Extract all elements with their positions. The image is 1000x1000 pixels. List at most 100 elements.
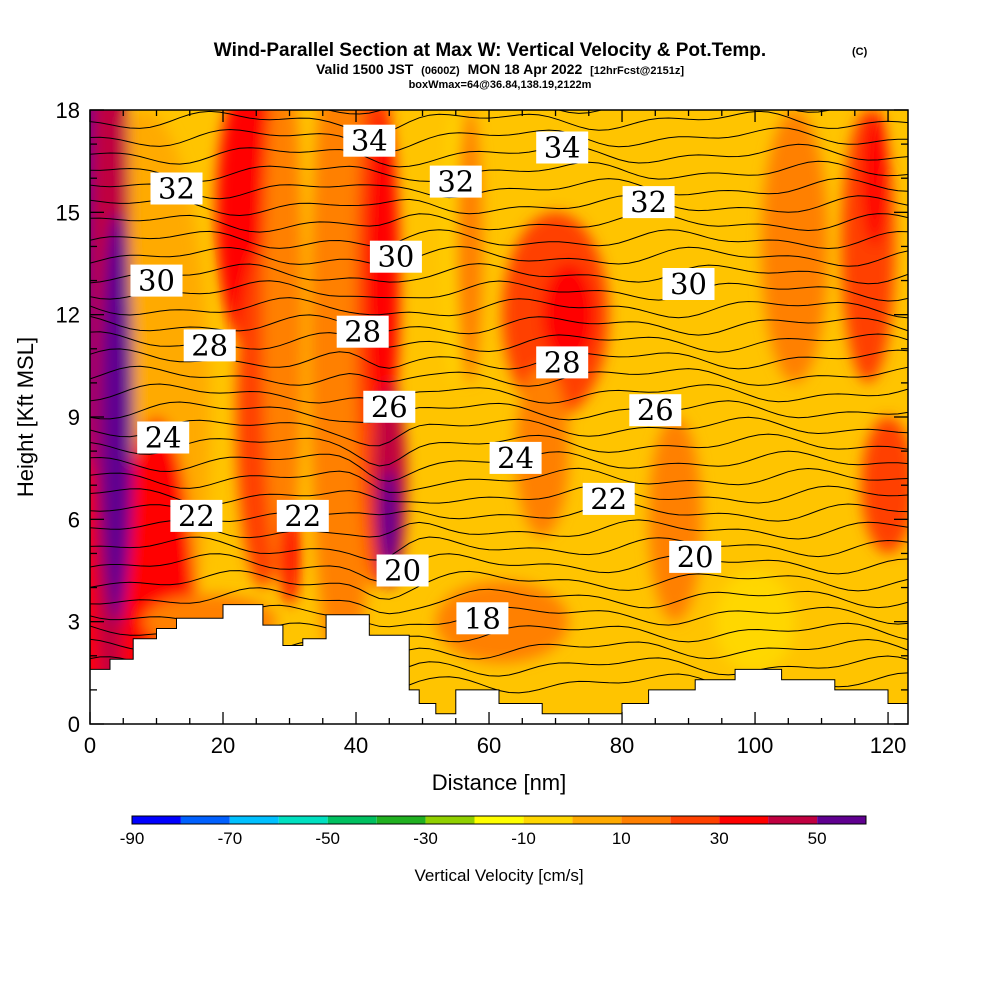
contour-label-box <box>276 499 329 532</box>
velocity-region <box>715 570 795 673</box>
subtitle-fcst: [12hrFcst@2151z] <box>590 65 684 77</box>
contour-label-box <box>137 421 190 454</box>
contour-label-box <box>629 394 682 427</box>
velocity-region <box>515 365 569 537</box>
colorbar-swatch <box>229 816 279 824</box>
isentrope-line <box>90 211 908 233</box>
velocity-region <box>100 212 134 622</box>
x-tick-label: 60 <box>477 733 501 758</box>
contour-label-box <box>536 346 589 379</box>
isentrope-line <box>90 229 908 250</box>
contour-label-box <box>456 602 509 635</box>
contour-label-text: 32 <box>437 165 474 199</box>
contour-label-text: 30 <box>670 267 707 301</box>
velocity-region <box>861 110 888 247</box>
plot-area: 34 34 32 32 32 30 30 30 28 28 28 26 26 24 24 22 22 22 20 20… <box>90 110 908 724</box>
colorbar-swatch <box>572 816 622 824</box>
terrain <box>90 604 908 724</box>
isentrope-line <box>90 127 908 153</box>
colorbar-tick-label: 50 <box>808 829 827 848</box>
chart-title-mark: (C) <box>852 46 868 58</box>
y-tick-label: 18 <box>56 98 80 123</box>
contour-label: 20 <box>669 540 722 574</box>
contour-label: 22 <box>582 482 635 516</box>
contour-label-box <box>376 554 429 587</box>
y-tick-label: 15 <box>56 200 80 225</box>
contour-label-text: 18 <box>464 601 501 635</box>
contour-label-text: 30 <box>377 240 414 274</box>
contour-label-text: 20 <box>677 540 714 574</box>
contour-label-box <box>429 165 482 198</box>
contour-label-box <box>183 329 236 362</box>
velocity-region <box>262 110 303 588</box>
x-tick-label: 20 <box>211 733 235 758</box>
contour-label-text: 24 <box>497 441 534 475</box>
colorbar-swatch <box>523 816 573 824</box>
contour-label: 32 <box>150 172 203 206</box>
contour-label-box <box>130 264 183 297</box>
y-tick-label: 6 <box>68 507 80 532</box>
subtitle-utc: (0600Z) <box>421 65 460 77</box>
velocity-region <box>542 263 596 366</box>
contour-label: 32 <box>622 185 675 219</box>
isentrope-line <box>90 587 908 615</box>
chart-subtitle: Valid 1500 JST (0600Z) MON 18 Apr 2022 [… <box>316 61 684 77</box>
contour-label: 30 <box>369 240 422 274</box>
contour-label: 28 <box>183 328 236 362</box>
colorbar-tick-label: 10 <box>612 829 631 848</box>
colorbar-swatch <box>376 816 426 824</box>
isentrope-line <box>90 177 908 200</box>
contour-label-box <box>536 131 589 164</box>
contour-label: 26 <box>629 393 682 427</box>
colorbar-tick-label: -30 <box>413 829 438 848</box>
colorbar-swatch <box>180 816 230 824</box>
x-tick-label: 40 <box>344 733 368 758</box>
colorbar-tick-label: -90 <box>120 829 145 848</box>
colorbar: -90 -70 -50 -30 -10 10 30 50 <box>120 815 867 848</box>
contour-label-box <box>363 390 416 423</box>
isentrope-line <box>90 467 908 493</box>
contour-label-text: 26 <box>371 390 408 424</box>
colorbar-frame <box>131 815 867 825</box>
isentrope-line <box>90 280 908 302</box>
contour-label-box <box>150 172 203 205</box>
x-tick-label: 0 <box>84 733 96 758</box>
isentrope-line <box>90 245 908 267</box>
y-tick-label: 0 <box>68 712 80 737</box>
contour-label-box <box>369 240 422 273</box>
y-tick-label: 12 <box>56 303 80 328</box>
chart-title: Wind-Parallel Section at Max W: Vertical… <box>214 40 766 61</box>
contour-label: 28 <box>336 315 389 349</box>
contour-label-box <box>336 315 389 348</box>
velocity-field <box>90 110 908 724</box>
contour-label-text: 22 <box>284 499 321 533</box>
contour-label: 32 <box>429 165 482 199</box>
contour-label: 34 <box>536 131 589 165</box>
contour-label-text: 24 <box>145 421 182 455</box>
colorbar-swatch <box>621 816 671 824</box>
contour-label-text: 28 <box>191 328 228 362</box>
contour-label-text: 26 <box>637 393 674 427</box>
isentrope-line <box>90 297 908 319</box>
contour-label-box <box>582 482 635 515</box>
y-axis-label: Height [Kft MSL] <box>13 337 38 497</box>
contour-label: 22 <box>276 499 329 533</box>
contour-label-box <box>662 268 715 300</box>
isentrope-line <box>90 433 908 467</box>
isentrope-line <box>90 553 908 583</box>
isentrope-line <box>90 263 908 285</box>
colorbar-swatch <box>670 816 720 824</box>
isentrope-line <box>90 536 908 561</box>
contour-label-text: 34 <box>351 124 388 158</box>
y-tick-label: 9 <box>68 405 80 430</box>
isentrope-line <box>90 110 908 135</box>
contour-label-text: 34 <box>544 131 581 165</box>
isentrope-line <box>90 383 908 404</box>
colorbar-tick-label: 30 <box>710 829 729 848</box>
contour-label: 34 <box>343 124 396 158</box>
colorbar-swatch <box>132 816 181 824</box>
isentrope-line <box>90 400 908 424</box>
contour-label: 22 <box>170 499 223 533</box>
colorbar-label: Vertical Velocity [cm/s] <box>414 866 583 885</box>
x-tick-label: 120 <box>870 733 907 758</box>
